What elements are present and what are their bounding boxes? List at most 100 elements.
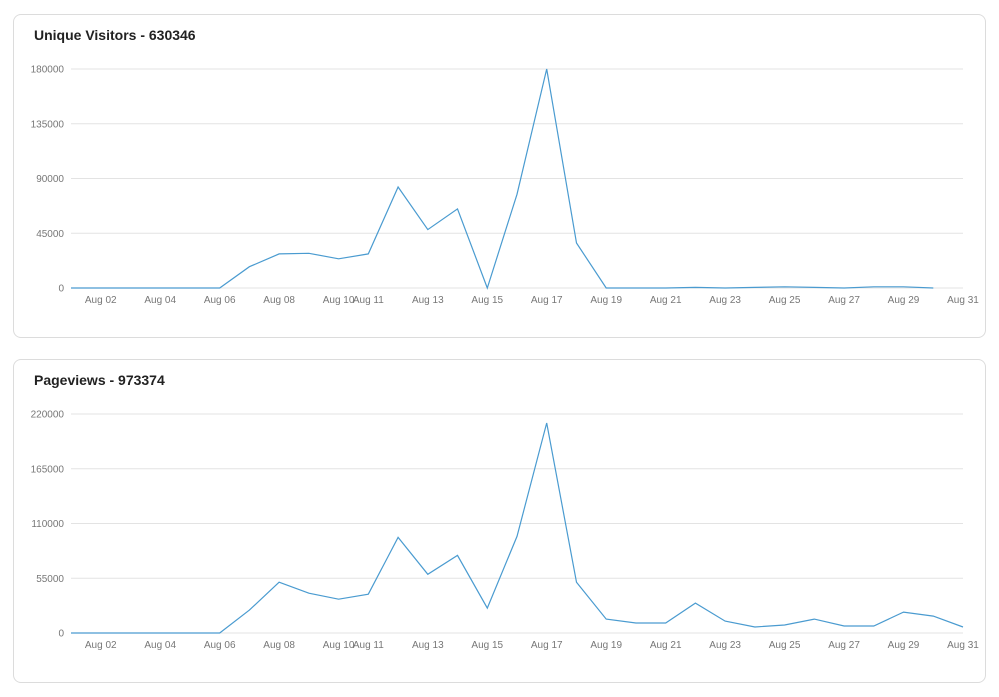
pageviews-chart: 0 55000 110000 165000 220000 Aug 02 Aug 04 Aug … [31,410,980,652]
data-point[interactable] [752,284,758,290]
data-point[interactable] [484,605,490,611]
data-point[interactable] [217,630,223,636]
data-point[interactable] [395,534,401,540]
pageviews-card: Pageviews - 973374 0 55000 110000 165000 220… [13,359,986,683]
data-point[interactable] [811,616,817,622]
data-point[interactable] [336,256,342,262]
x-tick-label: Aug 29 [888,295,920,306]
data-point[interactable] [484,285,490,291]
x-tick-label: Aug 23 [709,640,741,651]
data-point[interactable] [425,227,431,233]
data-point[interactable] [841,623,847,629]
y-tick-label: 55000 [36,574,64,585]
data-point[interactable] [217,285,223,291]
x-tick-label: Aug 13 [412,295,444,306]
data-point[interactable] [187,630,193,636]
x-tick-label: Aug 23 [709,295,741,306]
x-tick-label: Aug 10 [323,295,355,306]
x-tick-label: Aug 11 [353,640,384,651]
data-point[interactable] [455,206,461,212]
data-point[interactable] [663,620,669,626]
x-tick-label: Aug 15 [471,640,503,651]
data-point[interactable] [365,591,371,597]
x-tick-label: Aug 08 [263,640,295,651]
y-tick-label: 220000 [31,410,65,421]
data-point[interactable] [336,596,342,602]
x-tick-label: Aug 06 [204,640,236,651]
data-point[interactable] [871,623,877,629]
data-point[interactable] [246,607,252,613]
data-point[interactable] [425,571,431,577]
unique-visitors-title: Unique Visitors - 630346 [34,27,196,43]
data-point[interactable] [752,624,758,630]
series-line [71,68,934,290]
pageviews-title: Pageviews - 973374 [34,372,165,388]
x-tick-label: Aug 31 [947,640,979,651]
y-tick-label: 135000 [31,119,65,130]
x-tick-label: Aug 27 [828,295,860,306]
data-point[interactable] [960,624,966,630]
data-point[interactable] [603,616,609,622]
data-point[interactable] [187,285,193,291]
data-point[interactable] [246,264,252,270]
x-tick-label: Aug 17 [531,640,563,651]
x-tick-label: Aug 25 [769,640,801,651]
data-point[interactable] [544,66,550,72]
data-point[interactable] [157,285,163,291]
data-point[interactable] [127,630,133,636]
data-point[interactable] [365,251,371,257]
x-tick-label: Aug 15 [471,295,503,306]
y-tick-label: 0 [58,284,64,295]
data-point[interactable] [306,590,312,596]
data-point[interactable] [841,285,847,291]
data-point[interactable] [98,630,104,636]
data-point[interactable] [455,552,461,558]
data-point[interactable] [722,618,728,624]
data-point[interactable] [157,630,163,636]
data-point[interactable] [782,284,788,290]
data-point[interactable] [573,240,579,246]
data-point[interactable] [306,250,312,256]
data-point[interactable] [544,420,550,426]
y-tick-label: 45000 [36,229,64,240]
data-point[interactable] [514,191,520,197]
y-tick-label: 110000 [31,519,64,530]
x-tick-label: Aug 21 [650,640,682,651]
data-point[interactable] [901,609,907,615]
x-tick-label: Aug 02 [85,640,117,651]
x-tick-label: Aug 19 [590,640,622,651]
data-point[interactable] [276,251,282,257]
y-tick-label: 0 [58,629,64,640]
x-tick-label: Aug 31 [947,295,979,306]
data-point[interactable] [782,622,788,628]
data-point[interactable] [68,630,74,636]
data-point[interactable] [395,184,401,190]
y-tick-label: 180000 [31,65,65,76]
data-point[interactable] [633,285,639,291]
x-tick-label: Aug 19 [590,295,622,306]
unique-visitors-chart: 0 45000 90000 135000 180000 Aug 02 Aug 04 Aug 0… [31,65,980,307]
data-point[interactable] [68,285,74,291]
data-point[interactable] [722,285,728,291]
data-point[interactable] [127,285,133,291]
data-point[interactable] [603,285,609,291]
data-point[interactable] [692,600,698,606]
data-point[interactable] [514,533,520,539]
x-tick-label: Aug 11 [353,295,384,306]
data-point[interactable] [573,579,579,585]
data-point[interactable] [930,285,936,291]
unique-visitors-card: Unique Visitors - 630346 0 45000 90000 1350… [13,14,986,338]
data-point[interactable] [811,284,817,290]
data-point[interactable] [633,620,639,626]
x-tick-label: Aug 10 [323,640,355,651]
x-tick-label: Aug 21 [650,295,682,306]
data-point[interactable] [663,285,669,291]
data-point[interactable] [871,284,877,290]
x-tick-label: Aug 08 [263,295,295,306]
data-point[interactable] [276,579,282,585]
data-point[interactable] [901,284,907,290]
data-point[interactable] [692,284,698,290]
data-point[interactable] [930,613,936,619]
data-point[interactable] [98,285,104,291]
y-tick-label: 165000 [31,464,65,475]
